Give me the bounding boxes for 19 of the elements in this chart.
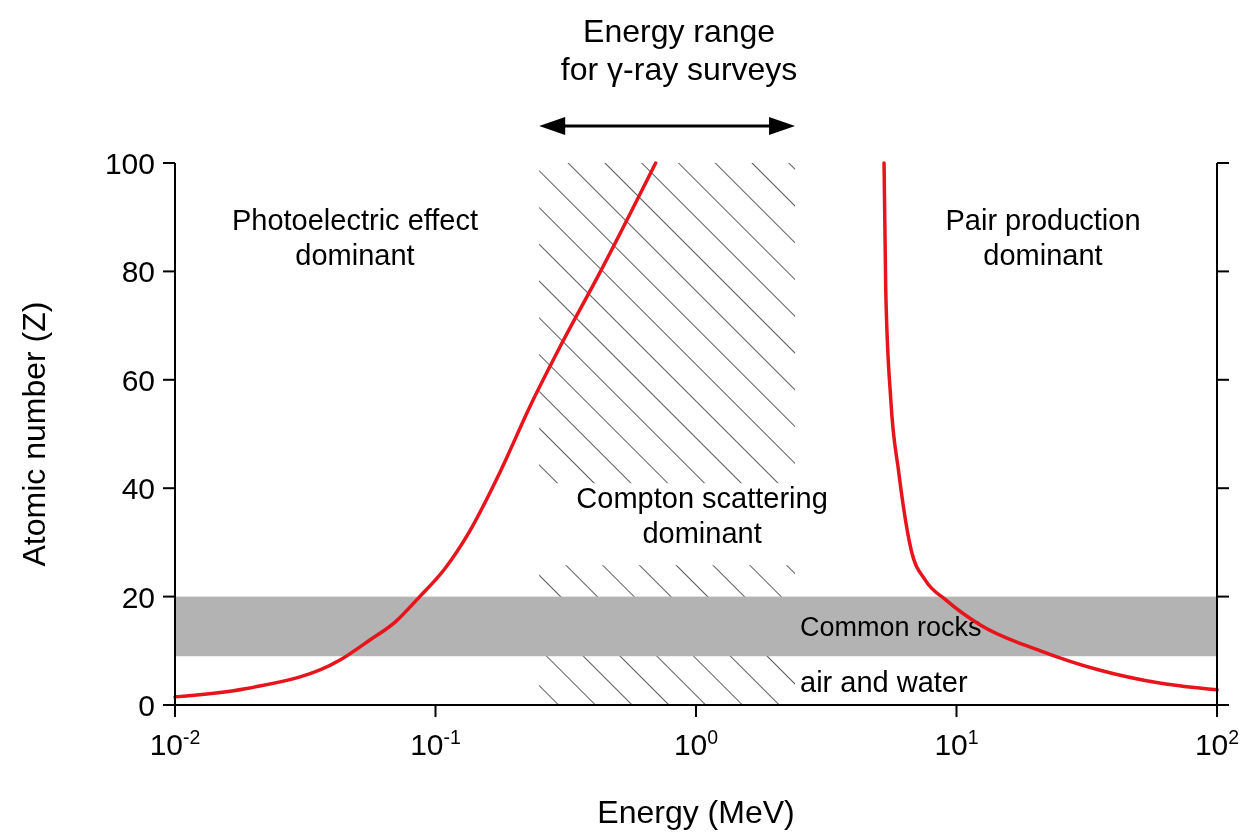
y-tick-label: 60 (121, 363, 155, 397)
text: Energy range for γ-ray surveys (560, 13, 798, 88)
y-tick-label: 0 (138, 689, 155, 722)
band-label: Compton scattering dominant (576, 482, 828, 549)
x-tick-label: 10$^{2}$ (1194, 726, 1240, 761)
y-axis-title: Atomic number (Z) (16, 301, 52, 567)
x-tick-label: 10$^{-1}$ (410, 726, 461, 761)
x-tick-label: 10$^{0}$ (673, 726, 719, 761)
annotation: Photoelectric effect dominant (231, 204, 479, 271)
y-tick-label: 40 (121, 472, 155, 506)
band-label: Common rocks (800, 612, 982, 643)
annotation: air and water (800, 666, 968, 698)
y-tick-label: 20 (121, 580, 155, 614)
y-tick-label: 80 (121, 255, 155, 289)
x-tick-label: 10$^{-2}$ (149, 726, 201, 761)
x-axis-title: Energy (MeV) (597, 794, 795, 830)
x-tick-label: 10$^{1}$ (934, 726, 979, 761)
annotation: Pair production dominant (945, 204, 1141, 271)
y-tick-label: 100 (104, 147, 155, 180)
